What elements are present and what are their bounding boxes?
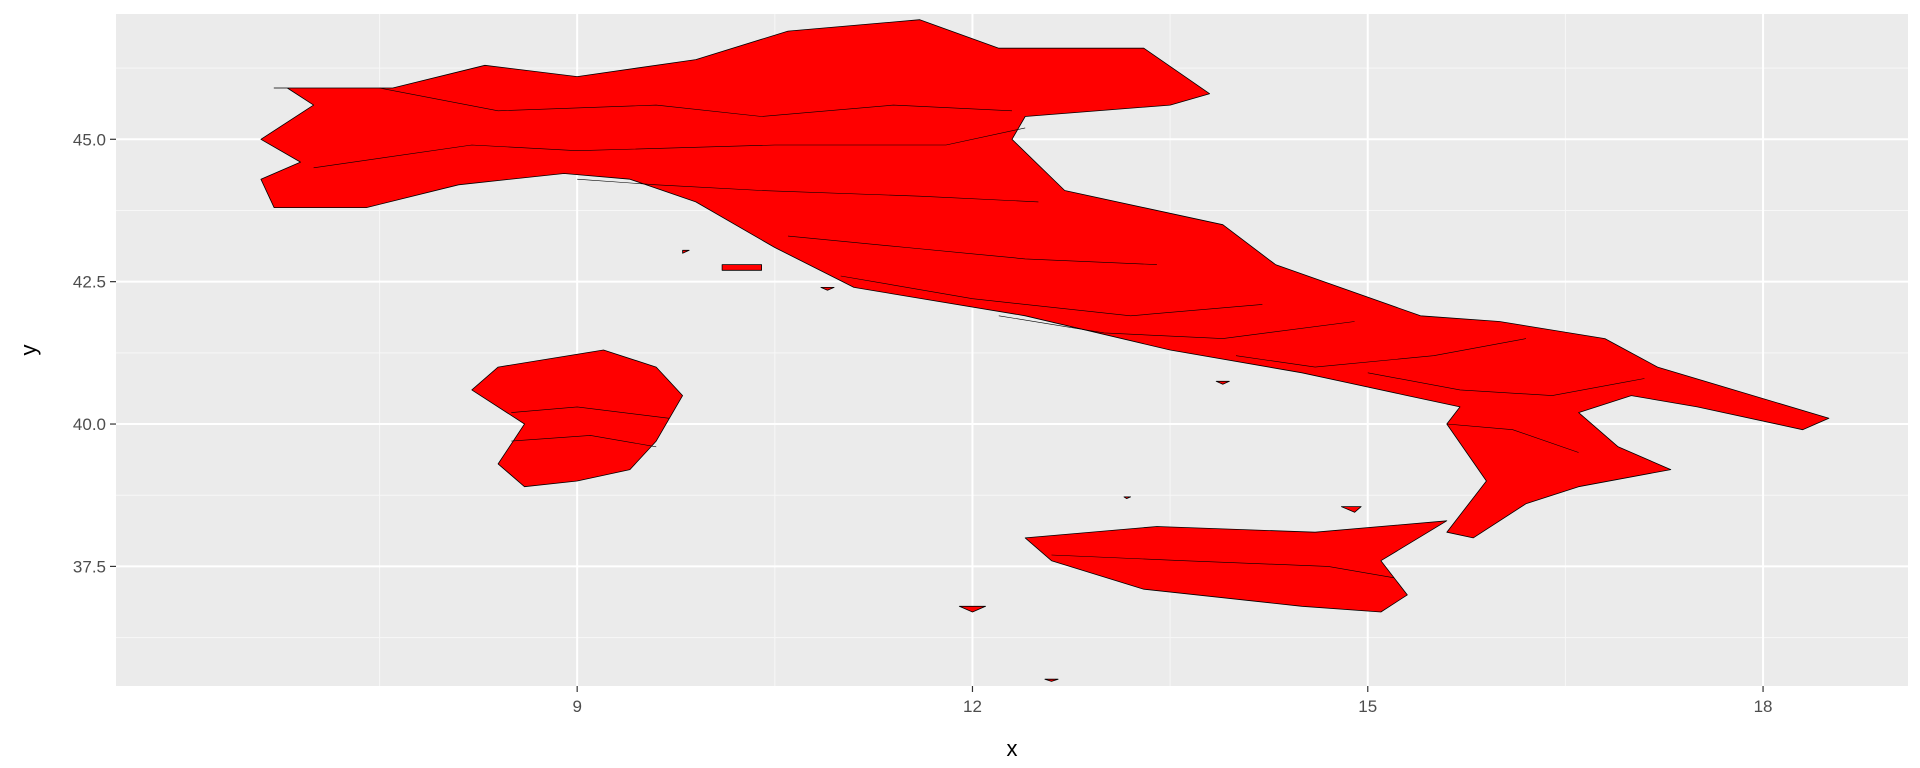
- internal-border-9: [1051, 554, 1395, 579]
- y-tick-label: 45.0: [73, 130, 106, 149]
- region-sicily: [1024, 520, 1448, 613]
- y-tick-label: 40.0: [73, 415, 106, 434]
- region-aeolian: [1341, 506, 1362, 513]
- internal-border-8: [1446, 423, 1579, 453]
- region-ustica: [1123, 496, 1131, 499]
- x-tick-label: 12: [963, 697, 982, 716]
- internal-border-3: [787, 235, 1157, 265]
- internal-border-1: [313, 127, 1026, 169]
- internal-borders: [313, 87, 1645, 579]
- region-capraia: [682, 249, 690, 254]
- region-sardinia: [471, 349, 683, 488]
- region-ischia: [1215, 380, 1230, 385]
- internal-border-0: [379, 87, 1013, 117]
- y-tick-label: 37.5: [73, 557, 106, 576]
- x-axis: 9 12 15 18: [572, 686, 1773, 716]
- y-axis: 37.5 40.0 42.5 45.0: [73, 130, 116, 576]
- internal-border-11: [511, 435, 657, 448]
- internal-border-7: [1367, 372, 1645, 396]
- y-tick-label: 42.5: [73, 273, 106, 292]
- region-elba: [721, 264, 762, 271]
- internal-border-10: [511, 406, 670, 419]
- x-tick-label: 18: [1754, 697, 1773, 716]
- x-axis-title: x: [1007, 736, 1018, 761]
- y-axis-title: y: [16, 345, 41, 356]
- region-giglio: [820, 287, 835, 291]
- internal-border-2: [577, 178, 1039, 203]
- region-lampedusa: [1044, 678, 1059, 682]
- region-mainland: [260, 19, 1830, 539]
- x-tick-label: 9: [572, 697, 581, 716]
- internal-border-5: [998, 315, 1355, 339]
- internal-border-6: [1235, 338, 1526, 368]
- regions: [260, 19, 1830, 682]
- internal-border-4: [840, 275, 1263, 317]
- x-tick-label: 15: [1358, 697, 1377, 716]
- region-pantelleria: [958, 605, 986, 613]
